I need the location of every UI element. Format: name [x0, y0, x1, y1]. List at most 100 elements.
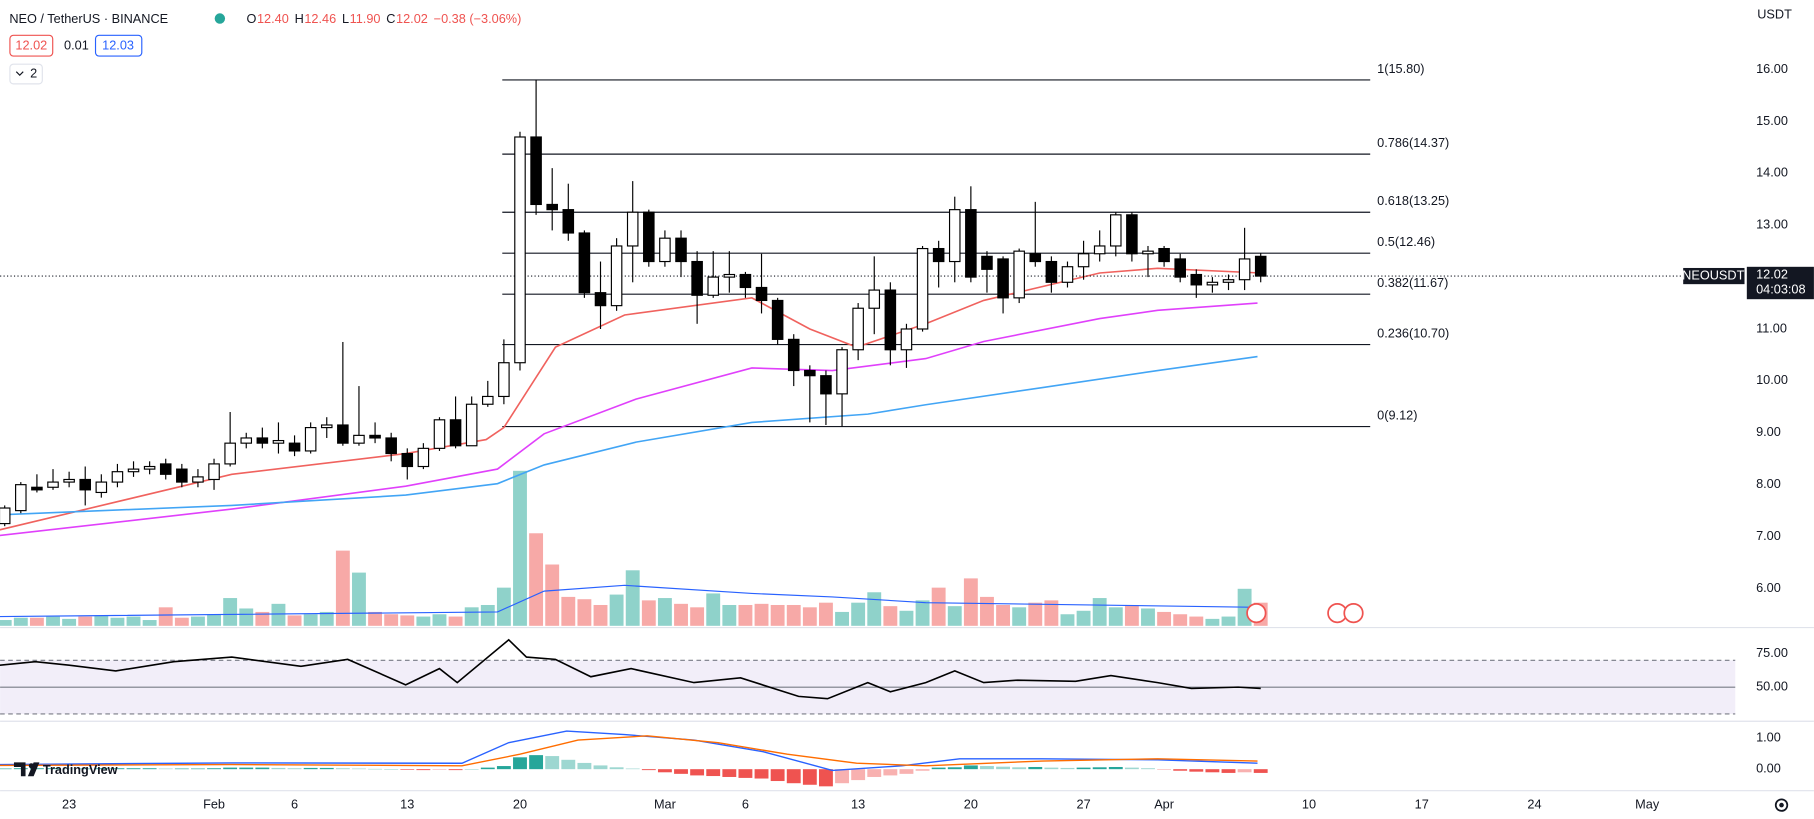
candle-body [997, 258, 1009, 299]
candle-body [465, 403, 478, 447]
macd-histogram-bar [770, 769, 785, 782]
symbol-tag-text: NEOUSDT [1682, 267, 1744, 282]
volume-bar [1060, 614, 1075, 626]
candle-body [578, 232, 591, 294]
volume-bar [352, 572, 366, 626]
x-tick-label: 10 [1302, 796, 1316, 811]
event-flag[interactable] [1246, 602, 1267, 624]
macd-histogram-bar [1205, 769, 1220, 773]
x-tick-label: 13 [851, 796, 865, 811]
volume-bar [223, 598, 238, 626]
candle-body [916, 247, 929, 330]
candle-body [514, 136, 526, 364]
x-tick-label: 13 [400, 796, 414, 811]
spread: 0.01 [64, 38, 89, 53]
macd-histogram-bar [416, 769, 431, 771]
volume-bar [448, 616, 463, 626]
volume-bar [529, 533, 544, 626]
candle-body [1158, 247, 1170, 263]
candle-body [288, 442, 301, 452]
macd-histogram-bar [0, 768, 12, 770]
candle-body [1238, 258, 1251, 281]
market-status[interactable] [214, 13, 226, 24]
volume-bar [287, 615, 302, 626]
ohlc-legend: O 12.40 H 12.46 L 11.90 C 12.02 −0.38 (−3.06%) [246, 11, 521, 26]
volume-bar [609, 594, 624, 626]
volume-bar [29, 617, 44, 626]
candle-body [482, 395, 494, 405]
macd-histogram-bar [464, 769, 479, 770]
volume-bar [62, 618, 77, 626]
candle-body [868, 289, 881, 309]
macd-tick-label: 1.00 [1756, 729, 1781, 744]
event-flag[interactable] [1343, 602, 1364, 624]
settings-icon[interactable] [1774, 798, 1789, 812]
macd-histogram-bar [384, 769, 399, 770]
macd-histogram-bar [319, 767, 334, 770]
macd-histogram-bar [110, 768, 125, 770]
volume-bar [738, 604, 753, 626]
macd-histogram-bar [1108, 766, 1123, 770]
candle-body [272, 439, 285, 444]
settings[interactable] [1774, 798, 1789, 812]
volume-bar [963, 578, 978, 626]
macd-histogram-bar [835, 769, 849, 784]
candle-body [900, 328, 913, 351]
candle-body [787, 338, 800, 372]
candle-body [820, 375, 832, 395]
x-tick-label: Mar [654, 796, 677, 811]
candle-body [755, 286, 768, 302]
currency: USDT [1757, 6, 1792, 21]
macd-histogram-bar [1237, 769, 1252, 773]
volume-bar [1205, 618, 1220, 626]
candle-body [562, 209, 575, 234]
x-tick-label: 6 [291, 796, 298, 811]
x-tick-label: 23 [62, 796, 76, 811]
volume-bar [46, 616, 60, 626]
macd-histogram-bar [62, 768, 77, 770]
x-tick-label: 27 [1077, 796, 1091, 811]
candle-body [771, 299, 784, 340]
volume-bar [158, 607, 173, 626]
indicator-count: 2 [30, 65, 37, 80]
logo-text: TradingView [43, 762, 118, 777]
candle-body [1126, 214, 1138, 255]
volume-bar [1189, 616, 1204, 626]
volume-bar [1044, 600, 1059, 626]
volume-bar [94, 615, 109, 626]
ask-box[interactable] [94, 34, 143, 57]
price-tag [1746, 266, 1814, 300]
volume-bar [13, 617, 28, 626]
macd-histogram-bar [78, 768, 93, 770]
indicators-toggle[interactable] [9, 63, 43, 85]
volume-bar [126, 616, 141, 626]
macd-histogram-bar [496, 766, 511, 770]
bid-box[interactable] [9, 34, 54, 57]
volume-bar [754, 603, 769, 626]
macd-histogram-bar [963, 765, 978, 770]
candle-body [1174, 258, 1186, 278]
volume-bar [625, 570, 640, 626]
x-tick-label: 20 [964, 796, 978, 811]
candle-body [1013, 250, 1025, 299]
candle-body [449, 419, 462, 447]
fib-label: 0.5(12.46) [1377, 234, 1435, 249]
ohlc-value: −0.38 (−3.06%) [434, 11, 522, 26]
volume-bar [770, 604, 785, 626]
volume-bar [255, 611, 270, 626]
symbol[interactable]: NEO / TetherUS · BINANCE [9, 11, 168, 26]
candle-body [1190, 273, 1203, 286]
macd-histogram-bar [545, 756, 560, 770]
candle-body [884, 289, 897, 351]
x-tick-label: 20 [513, 796, 527, 811]
volume-bar [190, 616, 205, 626]
volume-bar [1141, 608, 1155, 626]
volume-bar [593, 604, 608, 626]
macd-histogram-bar [1060, 767, 1075, 770]
rsi-line [0, 638, 1261, 700]
macd-histogram-bar [1092, 767, 1107, 770]
y-tick-label: 9.00 [1756, 424, 1781, 439]
candle-body [643, 211, 655, 263]
y-tick-label: 14.00 [1756, 165, 1788, 180]
